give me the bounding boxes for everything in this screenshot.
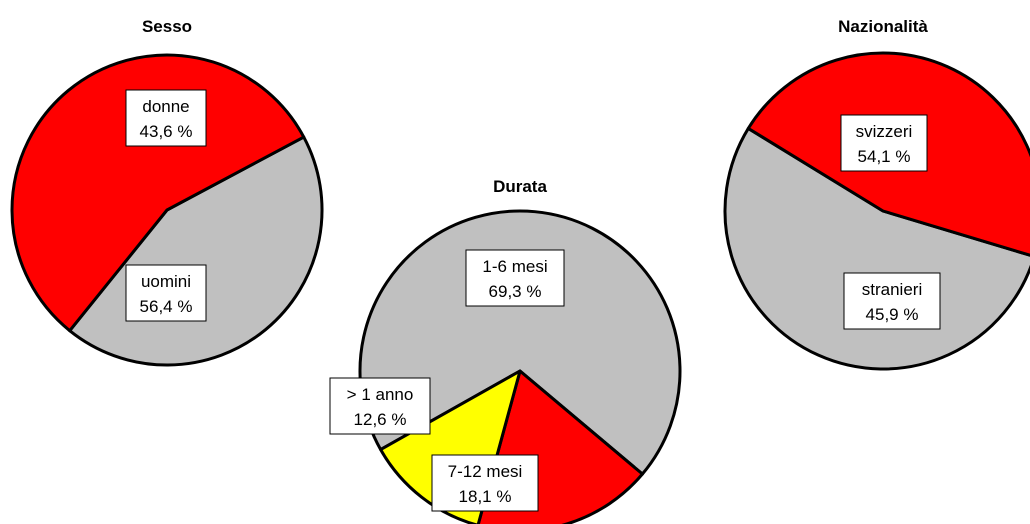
pie-chart-durata: Durata 1-6 mesi 69,3 % 7-12 mesi 18,1 % … [329,177,682,524]
slice-value: 12,6 % [354,410,407,429]
slice-value: 56,4 % [140,297,193,316]
slice-name: 7-12 mesi [448,462,523,481]
labels: donne 43,6 % uomini 56,4 % [125,89,207,322]
slice-name: > 1 anno [347,385,414,404]
slice-label-oltre-1-anno: > 1 anno 12,6 % [329,377,431,435]
slice-name: 1-6 mesi [482,257,547,276]
slice-value: 43,6 % [140,122,193,141]
slice-value: 54,1 % [858,147,911,166]
pie-chart-sesso: Sesso donne 43,6 % uomini 56,4 % [10,17,324,367]
slice-name: donne [142,97,189,116]
slice-name: uomini [141,272,191,291]
slice-label-donne: donne 43,6 % [125,89,207,147]
pie-slice-uomini [10,53,306,333]
slice-label-svizzeri: svizzeri 54,1 % [840,114,928,172]
labels: svizzeri 54,1 % stranieri 45,9 % [840,114,941,330]
pie-slice-svizzeri [723,126,1030,371]
slice-label-stranieri: stranieri 45,9 % [843,272,941,330]
slice-label-7-12-mesi: 7-12 mesi 18,1 % [431,454,539,512]
chart-title: Durata [493,177,547,196]
slice-value: 45,9 % [866,305,919,324]
pie-chart-nazionalita: Nazionalità svizzeri 54,1 % stranieri 45… [723,17,1030,371]
slice-label-1-6-mesi: 1-6 mesi 69,3 % [465,249,565,307]
chart-title: Nazionalità [838,17,928,36]
slice-value: 69,3 % [489,282,542,301]
chart-title: Sesso [142,17,192,36]
slice-label-uomini: uomini 56,4 % [125,264,207,322]
slice-name: stranieri [862,280,922,299]
slice-value: 18,1 % [459,487,512,506]
pie-slice-1-6-mesi [358,209,682,476]
labels: 1-6 mesi 69,3 % 7-12 mesi 18,1 % > 1 ann… [329,249,565,512]
slice-name: svizzeri [856,122,913,141]
